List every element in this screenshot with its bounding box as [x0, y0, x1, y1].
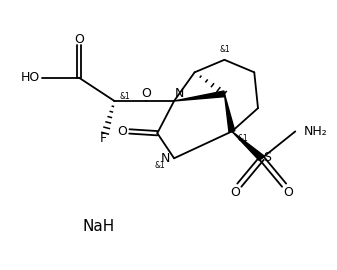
Text: O: O [283, 186, 293, 199]
Text: &1: &1 [219, 45, 230, 54]
Text: O: O [118, 125, 128, 138]
Text: O: O [141, 87, 151, 100]
Polygon shape [224, 94, 235, 132]
Text: F: F [100, 133, 107, 146]
Text: HO: HO [21, 71, 40, 84]
Text: &1: &1 [155, 161, 165, 170]
Text: O: O [74, 32, 84, 46]
Text: N: N [161, 152, 171, 165]
Polygon shape [174, 91, 225, 101]
Text: N: N [175, 87, 184, 100]
Text: &1: &1 [119, 92, 130, 101]
Text: NH₂: NH₂ [304, 125, 327, 138]
Text: &1: &1 [238, 134, 248, 143]
Text: S: S [263, 151, 271, 164]
Text: NaH: NaH [83, 219, 115, 234]
Text: O: O [231, 186, 241, 199]
Polygon shape [232, 131, 264, 161]
